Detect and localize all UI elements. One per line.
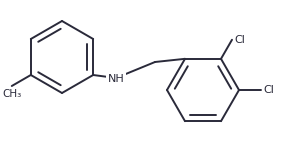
Text: NH: NH — [108, 74, 124, 84]
Text: Cl: Cl — [234, 35, 245, 45]
Text: CH₃: CH₃ — [2, 89, 22, 99]
Text: Cl: Cl — [263, 85, 274, 95]
